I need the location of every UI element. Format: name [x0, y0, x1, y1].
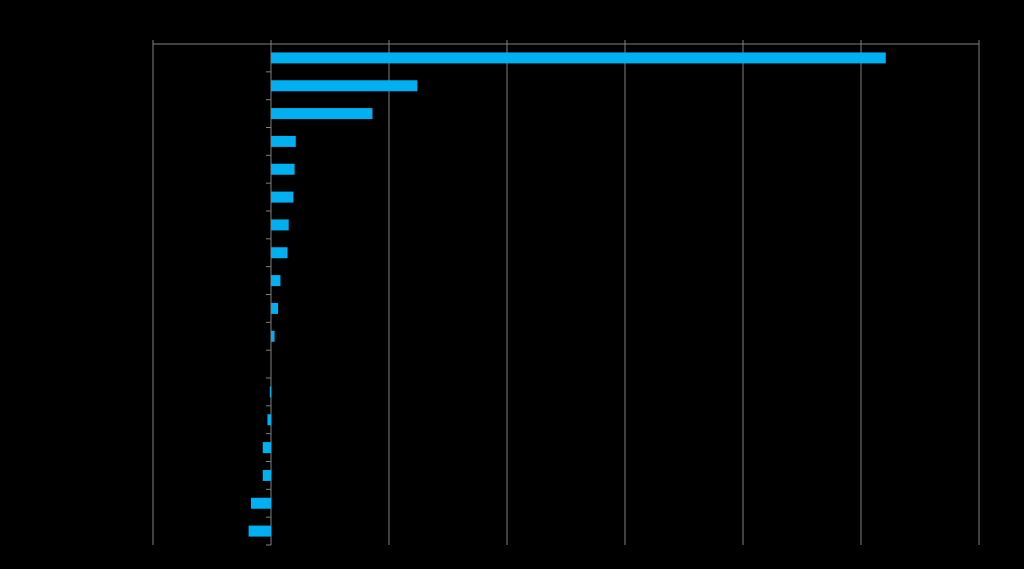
bar — [271, 163, 295, 175]
bar — [271, 135, 296, 147]
bar — [262, 469, 271, 481]
bar — [271, 247, 288, 259]
bar — [267, 414, 271, 426]
bar — [271, 108, 373, 120]
bar — [248, 525, 271, 537]
bar — [250, 497, 271, 509]
bar — [271, 52, 886, 64]
bar — [271, 80, 418, 92]
bar — [269, 386, 271, 398]
bar — [271, 219, 289, 231]
bar — [262, 442, 271, 454]
bar — [271, 191, 294, 203]
bar — [271, 275, 281, 287]
bar — [271, 302, 279, 314]
bar — [271, 330, 275, 342]
